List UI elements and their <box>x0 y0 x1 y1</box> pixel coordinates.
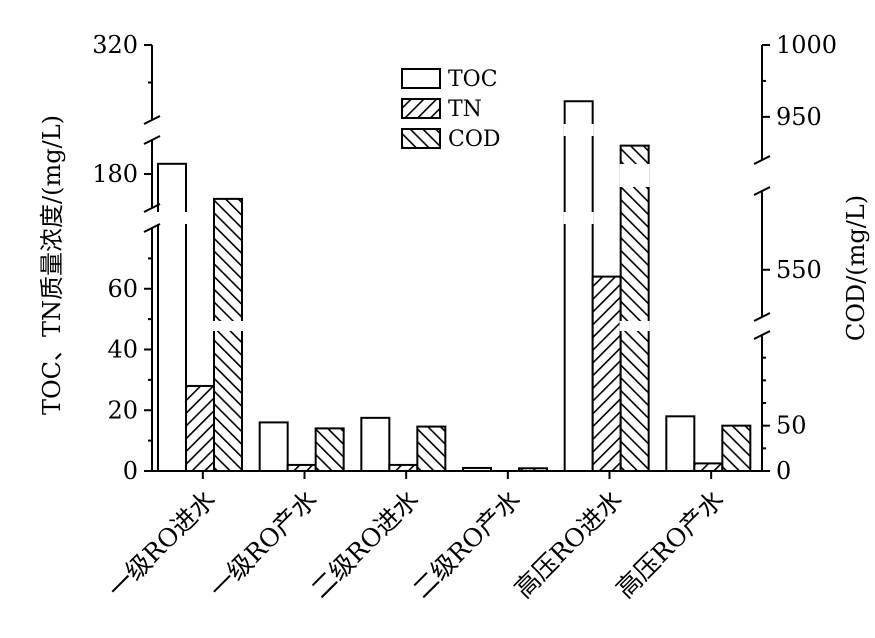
category-label: 二级RO产水 <box>407 485 526 604</box>
left-axis-break-mark <box>143 115 161 125</box>
right-tick-label: 50 <box>776 412 807 440</box>
legend-swatch-toc <box>401 68 441 89</box>
right-tick-label: 550 <box>776 256 822 284</box>
right-axis-break-mark <box>753 186 771 196</box>
left-tick-label: 40 <box>107 336 138 364</box>
left-axis-break-mark <box>143 223 161 233</box>
left-tick-label: 20 <box>107 396 138 424</box>
bar-tn-0 <box>185 384 215 473</box>
right-axis-break-mark <box>753 155 771 165</box>
bar-cod-2 <box>416 425 447 472</box>
bar-toc-2 <box>360 416 391 472</box>
legend-swatch-tn <box>401 98 441 119</box>
left-axis-break-mark <box>143 203 161 213</box>
bar-cod-4 <box>619 144 650 472</box>
bar-break-gap <box>619 164 650 187</box>
bar-toc-4 <box>563 100 594 472</box>
category-label: 高压RO进水 <box>509 485 628 604</box>
category-label: 一级RO进水 <box>102 485 221 604</box>
bar-toc-1 <box>258 421 289 472</box>
bar-tn-5 <box>693 462 724 472</box>
left-axis-title: TOC、TN质量浓度/(mg/L) <box>38 115 66 415</box>
legend-swatch-cod <box>401 128 441 149</box>
right-tick-label: 1000 <box>776 31 837 59</box>
bar-cod-1 <box>314 427 345 472</box>
bar-break-gap <box>213 321 243 331</box>
right-axis-break-mark <box>753 330 771 340</box>
right-tick-label: 0 <box>776 457 791 485</box>
bar-cod-5 <box>721 424 752 472</box>
right-axis-title: COD/(mg/L) <box>842 195 870 341</box>
bar-break-gap <box>563 212 594 224</box>
bar-break-gap <box>619 321 650 331</box>
left-tick-label: 320 <box>92 31 138 59</box>
legend: TOC TN COD <box>401 67 501 152</box>
bar-tn-4 <box>591 275 622 472</box>
bar-cod-0 <box>213 197 243 472</box>
left-tick-label: 180 <box>92 160 138 188</box>
bar-toc-5 <box>665 415 696 473</box>
left-tick-label: 60 <box>107 275 138 303</box>
left-axis-break-mark <box>143 135 161 145</box>
legend-label-cod: COD <box>448 127 501 152</box>
bars-layer <box>157 100 752 473</box>
category-label: 高压RO产水 <box>610 485 729 604</box>
bar-break-gap <box>157 212 187 224</box>
legend-label-toc: TOC <box>448 67 498 92</box>
bar-break-gap <box>563 124 594 136</box>
right-axis-break-mark <box>753 312 771 322</box>
bar-toc-0 <box>157 162 187 473</box>
category-label: 二级RO进水 <box>305 485 424 604</box>
legend-label-tn: TN <box>448 97 482 122</box>
category-label: 一级RO产水 <box>204 485 323 604</box>
right-tick-label: 950 <box>776 103 822 131</box>
left-tick-label: 0 <box>123 457 138 485</box>
